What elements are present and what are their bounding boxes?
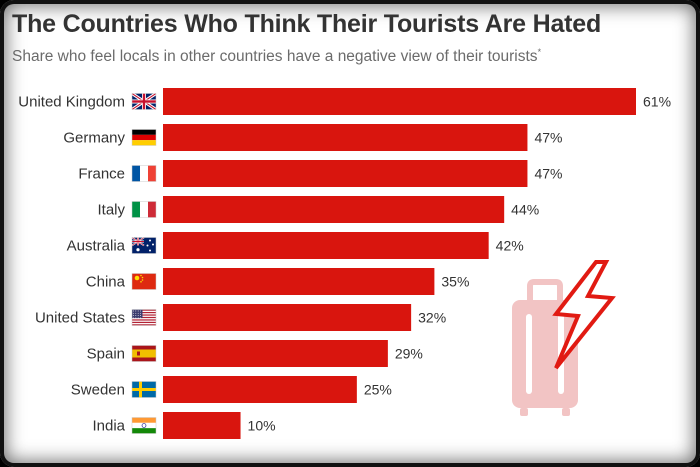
bar [163, 340, 388, 367]
value-label: 42% [496, 238, 524, 254]
value-label: 47% [534, 166, 562, 182]
bar [163, 232, 489, 259]
category-label: Spain [87, 346, 125, 363]
flag-au-icon [131, 237, 157, 254]
flag-gb-icon [131, 93, 157, 110]
bar [163, 124, 528, 151]
value-label: 44% [511, 202, 539, 218]
bar [163, 88, 636, 115]
chart-title: The Countries Who Think Their Tourists A… [12, 10, 602, 38]
category-label: Australia [67, 238, 126, 255]
value-label: 10% [248, 418, 276, 434]
bar [163, 376, 357, 403]
value-label: 32% [418, 310, 446, 326]
value-label: 29% [395, 346, 423, 362]
bar [163, 160, 528, 187]
value-label: 35% [441, 274, 469, 290]
bar [163, 268, 435, 295]
flag-in-icon [131, 417, 157, 434]
flag-se-icon [131, 381, 157, 398]
suitcase-lightning-icon [512, 260, 616, 416]
category-label: China [86, 274, 126, 291]
value-label: 25% [364, 382, 392, 398]
category-label: Germany [63, 130, 125, 147]
bar [163, 196, 505, 223]
category-label: India [92, 418, 125, 435]
bar [163, 412, 241, 439]
subtitle-footnote-mark: * [537, 47, 542, 57]
category-label: France [78, 166, 125, 183]
flag-us-icon [131, 309, 157, 326]
flag-es-icon [131, 345, 157, 362]
flag-fr-icon [131, 165, 157, 182]
category-label: United States [35, 310, 125, 327]
category-label: Italy [97, 202, 125, 219]
chart-subtitle: Share who feel locals in other countries… [12, 47, 541, 66]
value-label: 47% [534, 130, 562, 146]
flag-it-icon [131, 201, 157, 218]
flag-cn-icon [131, 273, 157, 290]
value-label: 61% [643, 94, 671, 110]
category-label: Sweden [71, 382, 125, 399]
category-label: United Kingdom [18, 94, 125, 111]
flag-de-icon [131, 129, 157, 146]
subtitle-text: Share who feel locals in other countries… [12, 48, 538, 66]
bar [163, 304, 412, 331]
